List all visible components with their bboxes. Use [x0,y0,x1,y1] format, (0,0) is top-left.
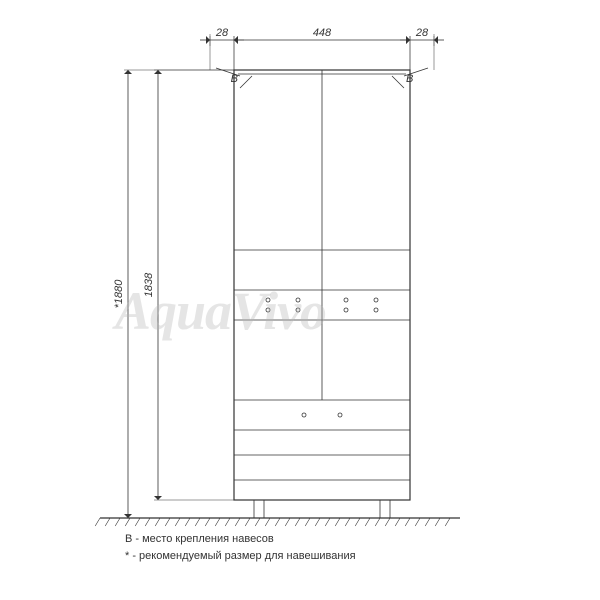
svg-text:28: 28 [415,27,429,39]
legend-line-b: B - место крепления навесов [125,531,356,548]
legend-block: B - место крепления навесов * - рекоменд… [125,531,356,564]
svg-text:28: 28 [215,27,229,39]
svg-text:B: B [231,73,238,85]
svg-text:B: B [406,73,413,85]
legend-line-star: * - рекомендуемый размер для навешивания [125,548,356,565]
svg-text:448: 448 [313,27,332,39]
svg-text:1838: 1838 [143,272,155,297]
svg-text:*1880: *1880 [113,279,125,309]
technical-drawing: B B 28 448 28 *1880 1838 [0,0,600,600]
